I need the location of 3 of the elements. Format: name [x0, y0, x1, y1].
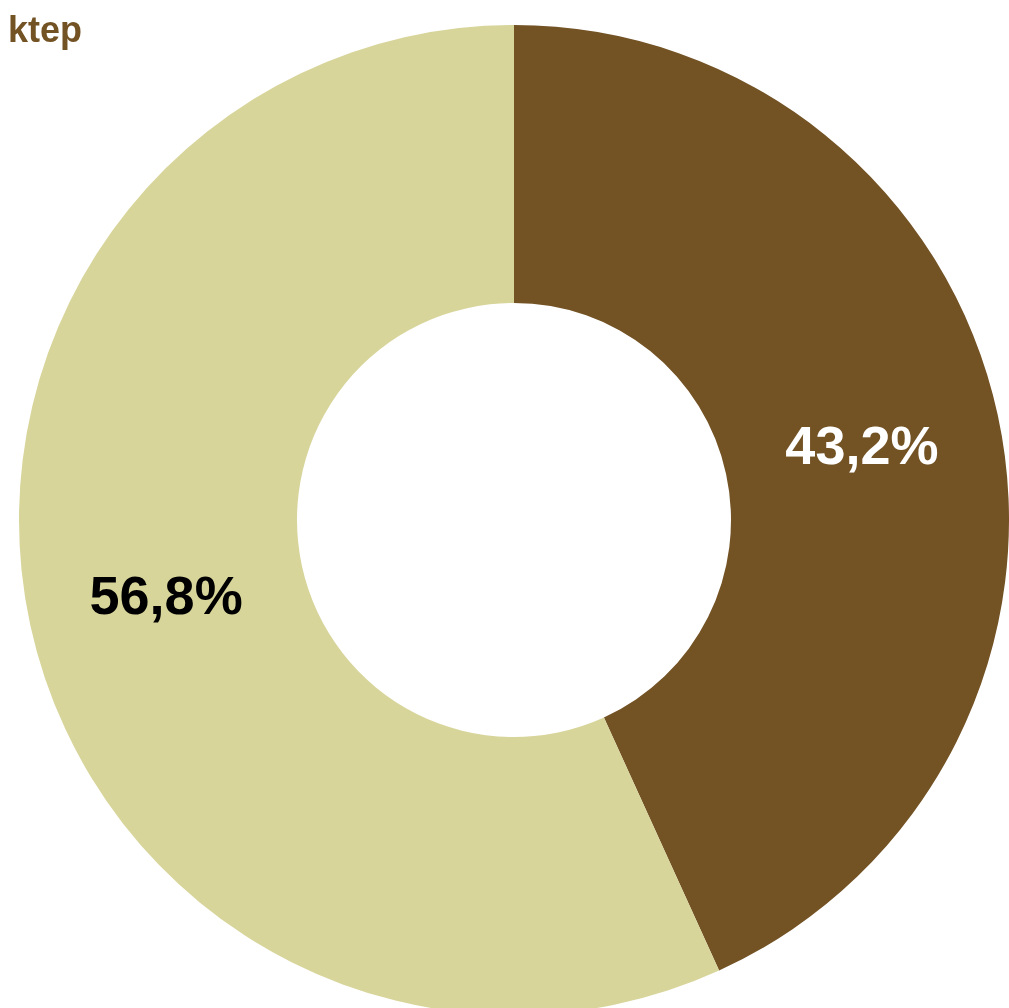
data-label: 56,8% — [89, 565, 243, 626]
chart-title: ktep — [8, 9, 83, 50]
data-label: 43,2% — [785, 414, 939, 475]
